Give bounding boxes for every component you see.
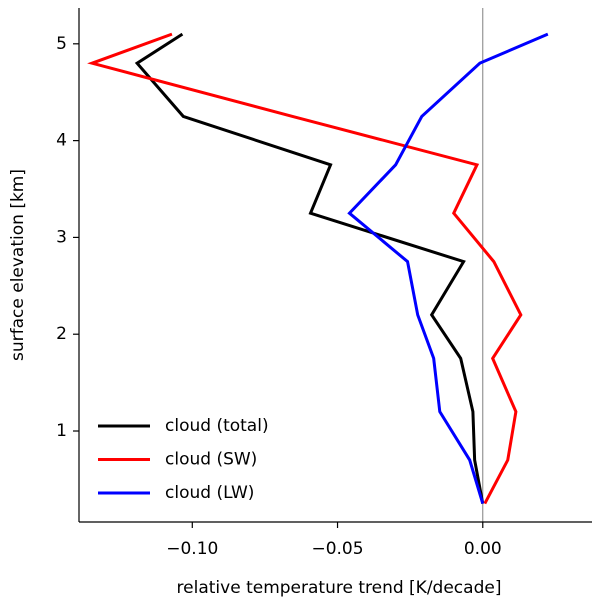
y-tick-label: 5 [56,34,67,54]
x-tick-label: −0.05 [311,539,363,559]
x-axis-label: relative temperature trend [K/decade] [177,578,502,598]
legend-label: cloud (total) [165,416,269,436]
y-axis-label: surface elevation [km] [8,169,28,361]
y-tick-label: 4 [56,131,67,151]
series-line [347,32,549,505]
legend-label: cloud (SW) [165,450,257,470]
series-line [134,32,485,504]
y-tick-label: 3 [56,227,67,247]
series-line [87,32,523,505]
y-tick-label: 2 [56,324,67,344]
x-tick-label: 0.00 [464,539,502,559]
y-tick-label: 1 [56,421,67,441]
x-tick-label: −0.10 [166,539,218,559]
legend-label: cloud (LW) [165,483,254,503]
